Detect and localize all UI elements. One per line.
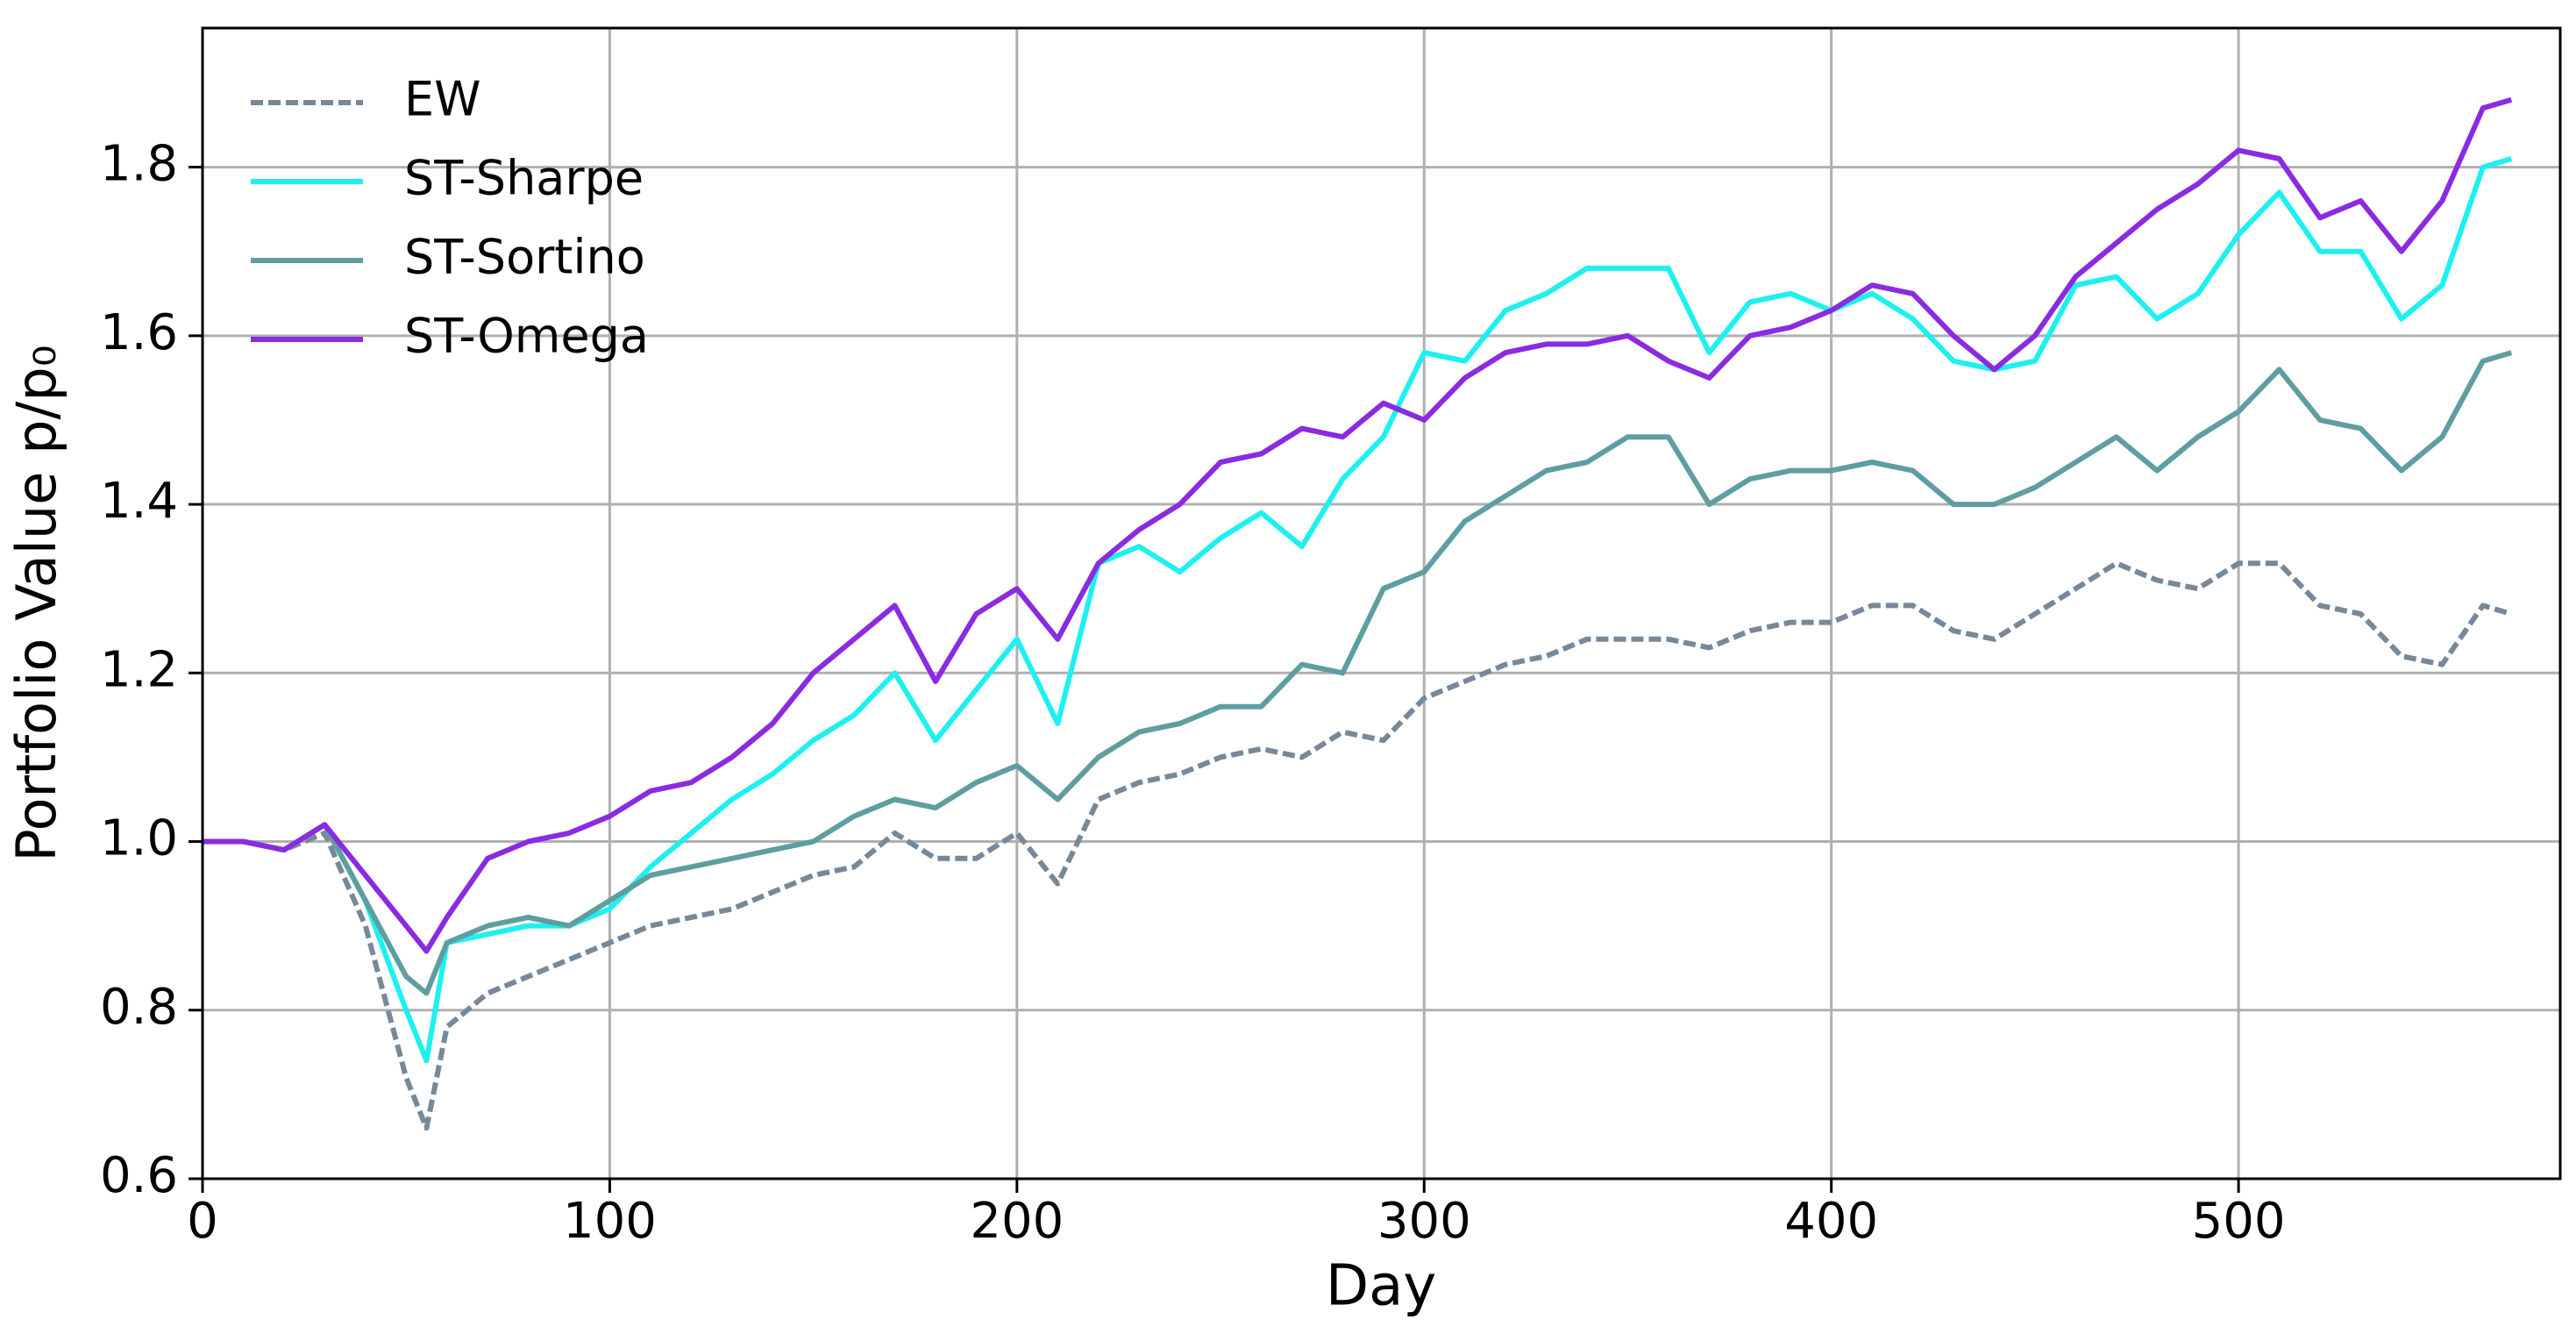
series-line [203,96,2513,954]
y-tick-label: 1.6 [100,304,178,361]
series-line [203,560,2513,1131]
y-tick-label: 1.4 [100,473,178,530]
x-tick-label: 200 [970,1193,1064,1250]
y-tick-label: 1.8 [100,136,178,193]
x-tick-label: 300 [1377,1193,1471,1250]
x-tick-label: 500 [2192,1193,2286,1250]
x-tick-label: 0 [187,1193,218,1250]
plot-frame [201,26,2562,1181]
legend-label: ST-Sortino [404,230,645,285]
x-tick-label: 100 [563,1193,657,1250]
y-axis-label: Portfolio Value p/p₀ [4,345,68,861]
x-axis-label: Day [1326,1254,1436,1319]
series-line [203,156,2513,1064]
y-tick-label: 0.6 [100,1147,178,1204]
x-tick-label: 400 [1784,1193,1878,1250]
y-tick-label: 1.0 [100,810,178,867]
y-tick-label: 1.2 [100,641,178,698]
legend-label: EW [404,72,481,127]
legend-label: ST-Sharpe [404,151,644,206]
series-line [203,350,2513,996]
legend-label: ST-Omega [404,309,649,364]
y-tick-label: 0.8 [100,979,178,1036]
